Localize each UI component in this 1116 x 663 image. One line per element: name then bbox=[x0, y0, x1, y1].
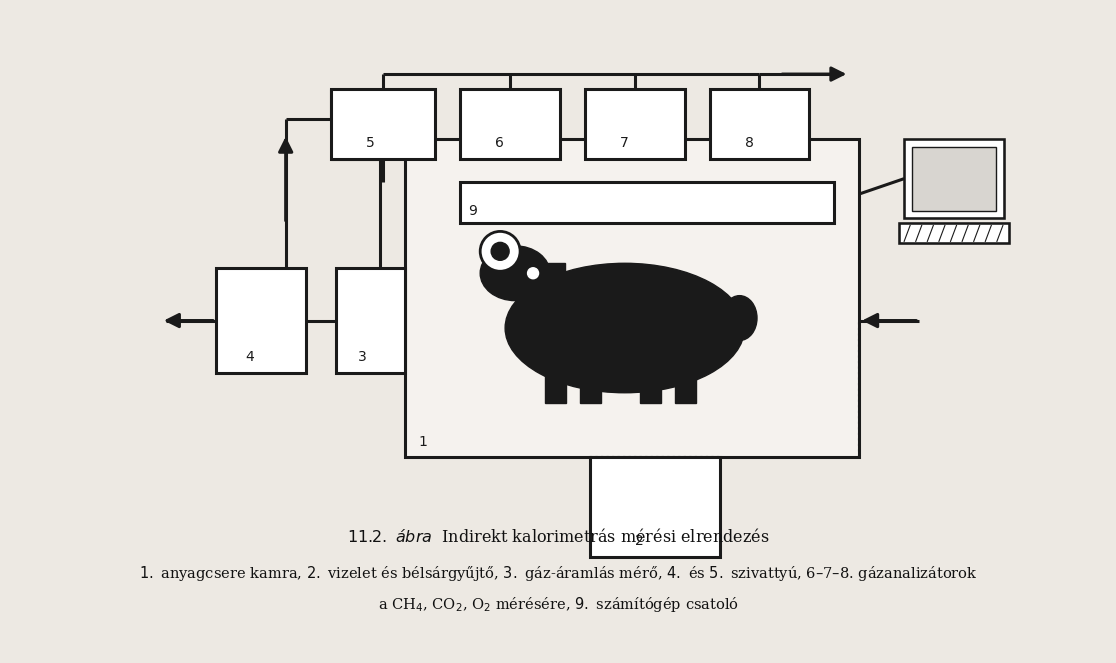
Bar bbox=[215, 269, 306, 373]
Text: $\mathit{11.2.\ ábra}$  Indirekt kalorimetrás mérési elrendezés: $\mathit{11.2.\ ábra}$ Indirekt kalorime… bbox=[347, 528, 769, 546]
Bar bbox=[904, 139, 1004, 219]
Bar bbox=[675, 348, 695, 402]
Ellipse shape bbox=[506, 263, 744, 392]
Bar bbox=[545, 348, 566, 402]
Text: 2: 2 bbox=[635, 534, 644, 548]
Bar bbox=[912, 147, 995, 211]
Text: 9: 9 bbox=[469, 204, 478, 219]
Circle shape bbox=[480, 231, 520, 271]
Bar bbox=[460, 89, 560, 158]
Text: 8: 8 bbox=[744, 136, 753, 150]
Text: 3: 3 bbox=[357, 350, 366, 364]
Bar bbox=[336, 269, 405, 373]
Bar bbox=[710, 89, 809, 158]
Bar bbox=[330, 89, 435, 158]
Text: 5: 5 bbox=[365, 136, 374, 150]
Bar bbox=[460, 182, 835, 223]
Bar bbox=[405, 139, 859, 457]
Ellipse shape bbox=[480, 246, 550, 300]
Text: a CH$_4$, CO$_2$, O$_2$ mérésére, $\mathit{9.}$ számítógép csatoló: a CH$_4$, CO$_2$, O$_2$ mérésére, $\math… bbox=[377, 595, 739, 614]
Circle shape bbox=[491, 243, 509, 261]
Text: $\mathit{1.}$ anyagcsere kamra, $\mathit{2.}$ vizelet és bélsárgyűjtő, $\mathit{: $\mathit{1.}$ anyagcsere kamra, $\mathit… bbox=[138, 564, 978, 583]
Ellipse shape bbox=[722, 296, 757, 341]
Bar bbox=[526, 263, 565, 333]
Bar bbox=[585, 89, 685, 158]
Bar bbox=[639, 348, 661, 402]
Bar bbox=[590, 457, 720, 557]
Bar bbox=[899, 223, 1009, 243]
Text: 6: 6 bbox=[496, 136, 504, 150]
Bar bbox=[580, 348, 600, 402]
Circle shape bbox=[528, 268, 539, 278]
Text: 4: 4 bbox=[246, 350, 254, 364]
Text: 7: 7 bbox=[619, 136, 628, 150]
Text: 1: 1 bbox=[418, 434, 427, 449]
